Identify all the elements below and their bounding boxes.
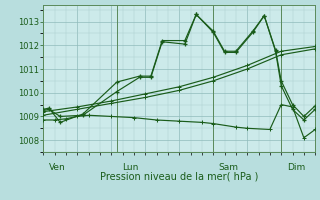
- Text: Sam: Sam: [219, 163, 239, 172]
- Text: Ven: Ven: [49, 163, 66, 172]
- X-axis label: Pression niveau de la mer( hPa ): Pression niveau de la mer( hPa ): [100, 171, 258, 181]
- Text: Dim: Dim: [287, 163, 305, 172]
- Text: Lun: Lun: [123, 163, 139, 172]
